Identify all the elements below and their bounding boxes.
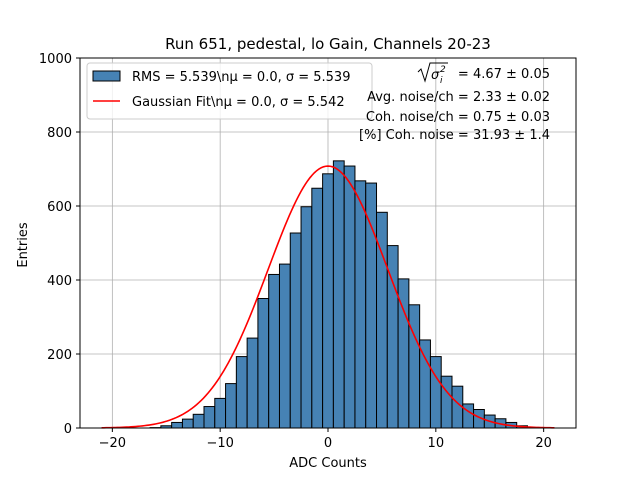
legend-label-fit: Gaussian Fit\nμ = 0.0, σ = 5.542 (132, 95, 345, 110)
histogram-bar (462, 403, 475, 429)
stat-avg-noise: Avg. noise/ch = 2.33 ± 0.02 (367, 90, 550, 105)
histogram-bar (257, 298, 270, 429)
x-tick-label: 20 (535, 436, 552, 451)
histogram-bar (214, 397, 227, 429)
histogram-bar (268, 273, 280, 429)
x-tick-label: −20 (99, 436, 126, 451)
stats-annotation: σ 2 i = 4.67 ± 0.05 Avg. noise/ch = 2.33… (359, 62, 550, 143)
sqrt-sigma-symbol: σ 2 i (417, 62, 448, 86)
histogram-bar (322, 173, 334, 429)
x-axis-label: ADC Counts (289, 456, 367, 471)
histogram-bar (203, 406, 216, 429)
histogram-bar (440, 375, 453, 429)
histogram-bar (332, 160, 345, 429)
y-axis-label: Entries (16, 222, 31, 268)
chart-title: Run 651, pedestal, lo Gain, Channels 20-… (165, 35, 491, 53)
legend-label-histogram: RMS = 5.539\nμ = 0.0, σ = 5.539 (132, 70, 350, 85)
histogram-bar (419, 339, 431, 429)
histogram-bar (246, 337, 259, 429)
y-tick-label: 600 (47, 200, 72, 215)
histogram-bar (235, 356, 248, 429)
histogram-bar (192, 413, 205, 429)
x-tick-label: −10 (206, 436, 233, 451)
svg-text:i: i (440, 76, 443, 86)
x-tick-label: 10 (428, 436, 445, 451)
histogram-bar (300, 206, 313, 429)
histogram-bar (354, 180, 367, 429)
y-tick-label: 0 (64, 422, 72, 437)
histogram-bar (225, 383, 237, 429)
histogram-bar (429, 356, 442, 429)
y-tick-label: 800 (47, 126, 72, 141)
gaussian-fit-curve (101, 165, 555, 429)
stat-coh-noise: Coh. noise/ch = 0.75 ± 0.03 (366, 110, 550, 125)
stat-coh-noise-percent: [%] Coh. noise = 31.93 ± 1.4 (359, 128, 550, 143)
histogram-bar (365, 182, 378, 429)
histogram-bar (171, 421, 183, 429)
legend: RMS = 5.539\nμ = 0.0, σ = 5.539 Gaussian… (86, 62, 373, 120)
histogram-bar (289, 232, 302, 429)
x-tick-label: 0 (324, 436, 332, 451)
y-tick-label: 400 (47, 274, 72, 289)
legend-swatch-histogram (92, 70, 121, 82)
y-tick-label: 200 (47, 348, 72, 363)
svg-text:σ: σ (431, 68, 440, 83)
svg-text:2: 2 (440, 65, 446, 75)
legend-frame (86, 62, 373, 120)
histogram-bar (181, 418, 194, 429)
histogram-bar (343, 165, 356, 429)
histogram-bar (278, 263, 291, 429)
stat-total-noise: = 4.67 ± 0.05 (458, 67, 550, 82)
histogram-bar (311, 187, 324, 429)
histogram-bar (408, 304, 421, 429)
y-tick-label: 1000 (39, 52, 72, 67)
